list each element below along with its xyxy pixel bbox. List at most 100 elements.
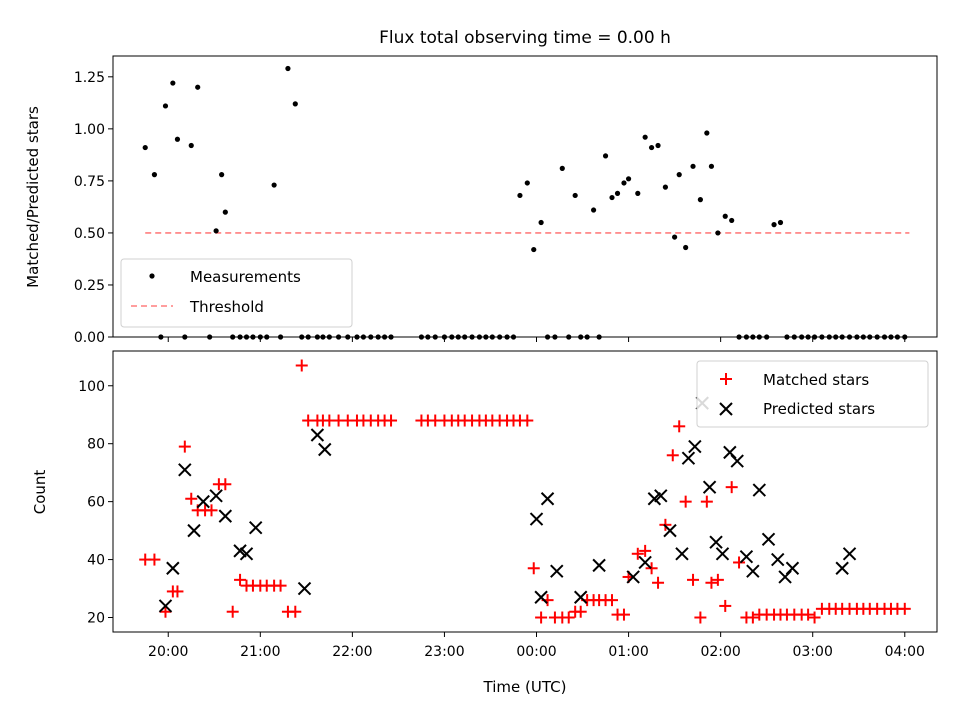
x-tick-label: 00:00	[516, 644, 556, 660]
legend-matched-marker	[720, 373, 732, 385]
matched-star-point	[226, 605, 239, 618]
x-tick-label: 03:00	[793, 644, 833, 660]
measurement-point	[750, 334, 756, 340]
measurement-point	[736, 334, 742, 340]
measurement-point	[708, 163, 715, 169]
top-panel: 0.00 0.25 0.50 0.75 1.00 1.25 Matched/Predict…	[24, 55, 938, 346]
measurement-point	[188, 142, 194, 149]
predicted-star-point	[592, 558, 606, 573]
bottom-y-tick-label: 20	[87, 611, 105, 627]
measurement-point	[510, 334, 517, 340]
top-y-tick-label: 0.00	[74, 330, 105, 346]
predicted-star-point	[730, 454, 744, 468]
measurement-point	[320, 334, 326, 340]
measurement-point	[418, 334, 425, 340]
measurement-point	[697, 197, 703, 203]
measurement-point	[642, 134, 648, 140]
top-legend-box	[120, 258, 353, 328]
measurement-point	[292, 101, 298, 107]
measurement-point	[791, 334, 797, 340]
measurement-point	[784, 334, 790, 340]
matched-stars-points	[139, 359, 911, 624]
measurement-point	[854, 334, 860, 340]
measurement-point	[531, 246, 537, 253]
matched-star-point	[185, 492, 198, 505]
predicted-star-point	[196, 494, 210, 509]
top-y-axis-label: Matched/Predicted stars	[24, 106, 42, 288]
measurement-point	[257, 334, 263, 340]
predicted-star-point	[709, 535, 723, 549]
predicted-star-point	[239, 547, 254, 561]
measurement-point	[894, 334, 901, 340]
bottom-legend: Matched stars Predicted stars	[696, 360, 929, 428]
measurement-point	[432, 334, 438, 340]
measurement-point	[729, 217, 735, 224]
matched-star-point	[295, 359, 308, 372]
measurement-point	[497, 334, 503, 340]
measurement-point	[722, 213, 728, 219]
measurement-point	[381, 334, 388, 340]
bottom-y-axis: 20 40 60 80 100	[78, 379, 113, 627]
measurement-point	[566, 334, 572, 340]
measurement-point	[662, 184, 669, 190]
measurement-point	[833, 334, 839, 340]
predicted-star-point	[178, 463, 192, 477]
measurement-point	[462, 334, 468, 340]
measurement-point	[489, 334, 495, 340]
measurement-point	[213, 228, 219, 234]
predicted-star-point	[688, 439, 702, 454]
matched-star-point	[274, 579, 287, 592]
matched-star-point	[289, 605, 302, 618]
predicted-star-point	[746, 564, 760, 578]
measurement-point	[219, 172, 225, 178]
matched-star-point	[219, 478, 232, 491]
top-y-tick-label: 0.75	[74, 174, 105, 190]
predicted-star-point	[158, 599, 173, 613]
top-y-tick-label: 0.50	[74, 226, 105, 242]
x-tick-label: 23:00	[424, 644, 464, 660]
x-axis-label: Time (UTC)	[483, 678, 567, 696]
measurement-point	[285, 65, 291, 72]
measurement-point	[360, 334, 367, 340]
bottom-legend-box	[696, 360, 929, 428]
matched-star-point	[705, 576, 718, 589]
measurement-point	[142, 144, 148, 151]
predicted-star-point	[248, 521, 263, 535]
matched-star-point	[521, 414, 534, 427]
matched-star-point	[746, 611, 759, 624]
matched-star-point	[808, 611, 821, 624]
measurement-point	[881, 334, 888, 340]
measurement-point	[621, 180, 627, 186]
measurement-point	[170, 80, 176, 86]
top-legend: Measurements Threshold	[120, 258, 353, 328]
predicted-star-point	[675, 547, 689, 561]
measurement-point	[614, 190, 621, 196]
matched-star-point	[694, 611, 707, 624]
measurement-point	[578, 334, 584, 340]
matched-star-point	[385, 414, 398, 427]
measurement-point	[354, 334, 360, 340]
predicted-star-point	[310, 428, 325, 442]
measurement-point	[237, 334, 243, 340]
measurement-point	[777, 219, 784, 226]
measurement-point	[151, 172, 158, 178]
measurement-point	[388, 334, 394, 340]
matched-star-point	[617, 608, 630, 621]
measurement-point	[602, 153, 609, 159]
measurement-point	[683, 244, 689, 251]
measurement-point	[596, 334, 602, 340]
measurement-point	[648, 144, 655, 151]
measurement-point	[174, 136, 181, 142]
top-y-tick-label: 1.00	[74, 122, 105, 138]
predicted-star-point	[297, 581, 312, 596]
measurement-points	[142, 65, 908, 340]
measurement-point	[704, 130, 710, 136]
x-tick-label: 22:00	[332, 644, 372, 660]
top-y-tick-label: 1.25	[74, 70, 105, 86]
measurement-point	[207, 334, 213, 340]
predicted-star-point	[638, 555, 652, 570]
measurement-point	[874, 334, 880, 340]
matched-star-point	[234, 573, 247, 586]
measurement-point	[250, 334, 256, 340]
